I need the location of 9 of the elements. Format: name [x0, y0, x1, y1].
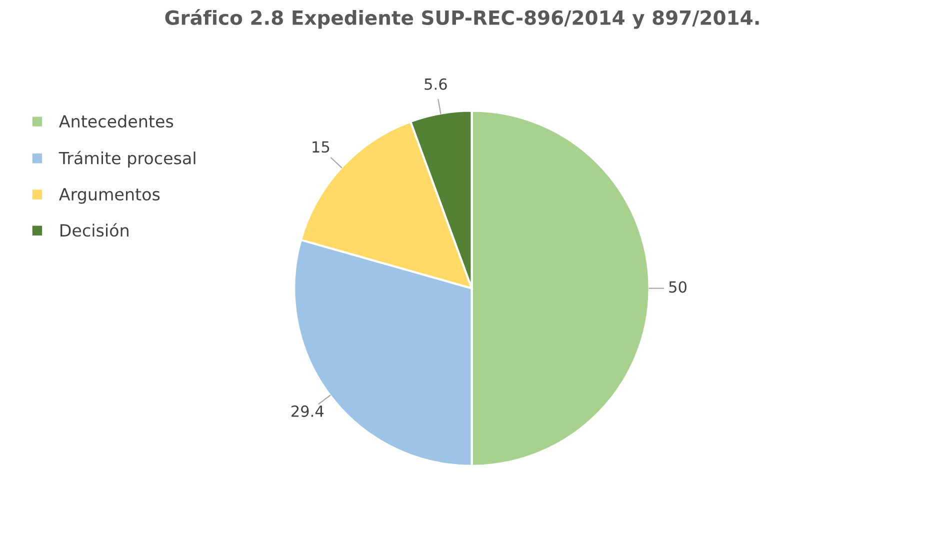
data-label: 5.6	[424, 78, 447, 90]
legend-label: Antecedentes	[59, 114, 174, 128]
legend-label: Argumentos	[59, 188, 160, 204]
data-label: 50	[669, 281, 686, 293]
legend-label: Decisión	[60, 223, 128, 237]
data-label: 15	[312, 141, 330, 153]
legend-label: Trámite procesal	[58, 150, 196, 168]
chart-title: Gráfico 2.8 Expediente SUP-REC-896/2014 y 897/2014.	[165, 9, 759, 29]
data-label: 29.4	[292, 405, 324, 417]
